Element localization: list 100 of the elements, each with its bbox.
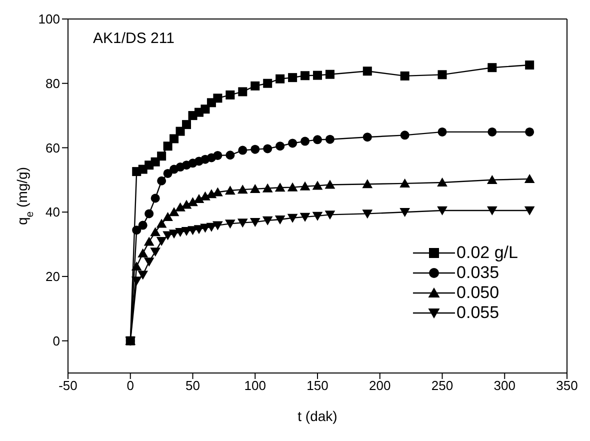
legend-label: 0.02 g/L bbox=[456, 243, 518, 263]
point bbox=[131, 262, 142, 271]
point bbox=[131, 276, 142, 286]
point bbox=[175, 202, 186, 212]
point bbox=[300, 71, 310, 80]
point bbox=[438, 127, 447, 136]
point bbox=[362, 132, 372, 142]
point bbox=[362, 66, 372, 76]
point bbox=[437, 206, 448, 216]
point bbox=[144, 258, 154, 267]
point bbox=[226, 90, 235, 100]
point bbox=[324, 180, 336, 189]
x-tick-label: 200 bbox=[369, 378, 391, 394]
point bbox=[182, 120, 192, 130]
y-tick-label: 40 bbox=[46, 204, 60, 220]
point bbox=[488, 127, 497, 136]
y-tick-label: 60 bbox=[46, 140, 60, 156]
point bbox=[144, 209, 154, 218]
point bbox=[132, 226, 142, 235]
point bbox=[400, 208, 410, 218]
point bbox=[300, 136, 310, 146]
point bbox=[300, 181, 310, 190]
point bbox=[250, 144, 260, 154]
point bbox=[237, 218, 248, 228]
point bbox=[162, 212, 173, 221]
point bbox=[250, 218, 260, 228]
point bbox=[300, 212, 310, 222]
point bbox=[362, 210, 373, 219]
point bbox=[288, 73, 298, 82]
point bbox=[525, 127, 534, 136]
point bbox=[488, 63, 497, 72]
point bbox=[274, 215, 286, 224]
point bbox=[525, 60, 534, 70]
point bbox=[206, 189, 217, 198]
point bbox=[225, 220, 236, 229]
x-tick-label: -50 bbox=[58, 378, 78, 394]
y-tick-label: 100 bbox=[38, 12, 60, 27]
y-tick-label: 80 bbox=[46, 76, 60, 91]
point bbox=[213, 150, 222, 160]
point bbox=[313, 70, 322, 80]
point bbox=[486, 174, 498, 184]
point bbox=[176, 126, 185, 136]
point bbox=[438, 70, 447, 80]
x-tick-label: 150 bbox=[306, 378, 328, 394]
point bbox=[144, 236, 154, 246]
point bbox=[157, 152, 166, 161]
point bbox=[287, 214, 298, 223]
annotation: AK1/DS 211 bbox=[93, 30, 174, 47]
point bbox=[200, 191, 210, 200]
point bbox=[150, 248, 160, 257]
point bbox=[170, 134, 179, 144]
legend-label: 0.055 bbox=[456, 303, 500, 323]
point bbox=[524, 174, 535, 183]
point bbox=[225, 186, 236, 195]
point bbox=[226, 150, 235, 160]
point bbox=[138, 270, 148, 280]
x-tick-label: 350 bbox=[556, 378, 578, 394]
point bbox=[325, 70, 334, 79]
point bbox=[194, 194, 204, 203]
point bbox=[213, 94, 222, 103]
point bbox=[150, 194, 160, 203]
legend-label: 0.050 bbox=[456, 283, 500, 303]
point bbox=[288, 138, 298, 148]
point bbox=[238, 87, 248, 96]
point bbox=[200, 104, 210, 114]
point bbox=[150, 227, 160, 236]
point bbox=[163, 168, 172, 178]
point bbox=[262, 216, 273, 226]
point bbox=[263, 78, 272, 88]
point bbox=[212, 221, 223, 230]
point bbox=[156, 237, 167, 246]
point bbox=[157, 176, 166, 186]
point bbox=[262, 183, 273, 192]
x-tick-label: 100 bbox=[244, 378, 266, 394]
point bbox=[524, 206, 535, 216]
point bbox=[276, 74, 285, 84]
point bbox=[324, 210, 336, 220]
point bbox=[325, 134, 334, 144]
point bbox=[237, 184, 248, 194]
y-tick-label: 20 bbox=[46, 269, 60, 284]
x-tick-label: 250 bbox=[431, 378, 454, 394]
point bbox=[486, 206, 498, 216]
point bbox=[168, 207, 180, 216]
point bbox=[274, 182, 286, 192]
point bbox=[138, 220, 148, 230]
point bbox=[250, 81, 260, 90]
y-tick-label: 0 bbox=[52, 333, 60, 348]
point bbox=[400, 71, 410, 80]
x-tick-label: 0 bbox=[126, 378, 134, 394]
point bbox=[400, 178, 410, 188]
x-tick-label: 50 bbox=[186, 378, 200, 394]
point bbox=[263, 144, 272, 154]
point bbox=[313, 135, 322, 144]
point bbox=[437, 178, 448, 187]
legend-label: 0.035 bbox=[456, 263, 500, 283]
x-tick-label: 300 bbox=[494, 378, 516, 394]
point bbox=[400, 130, 410, 140]
point bbox=[163, 142, 172, 151]
x-axis-title: t (dak) bbox=[298, 408, 338, 424]
point bbox=[156, 218, 167, 228]
